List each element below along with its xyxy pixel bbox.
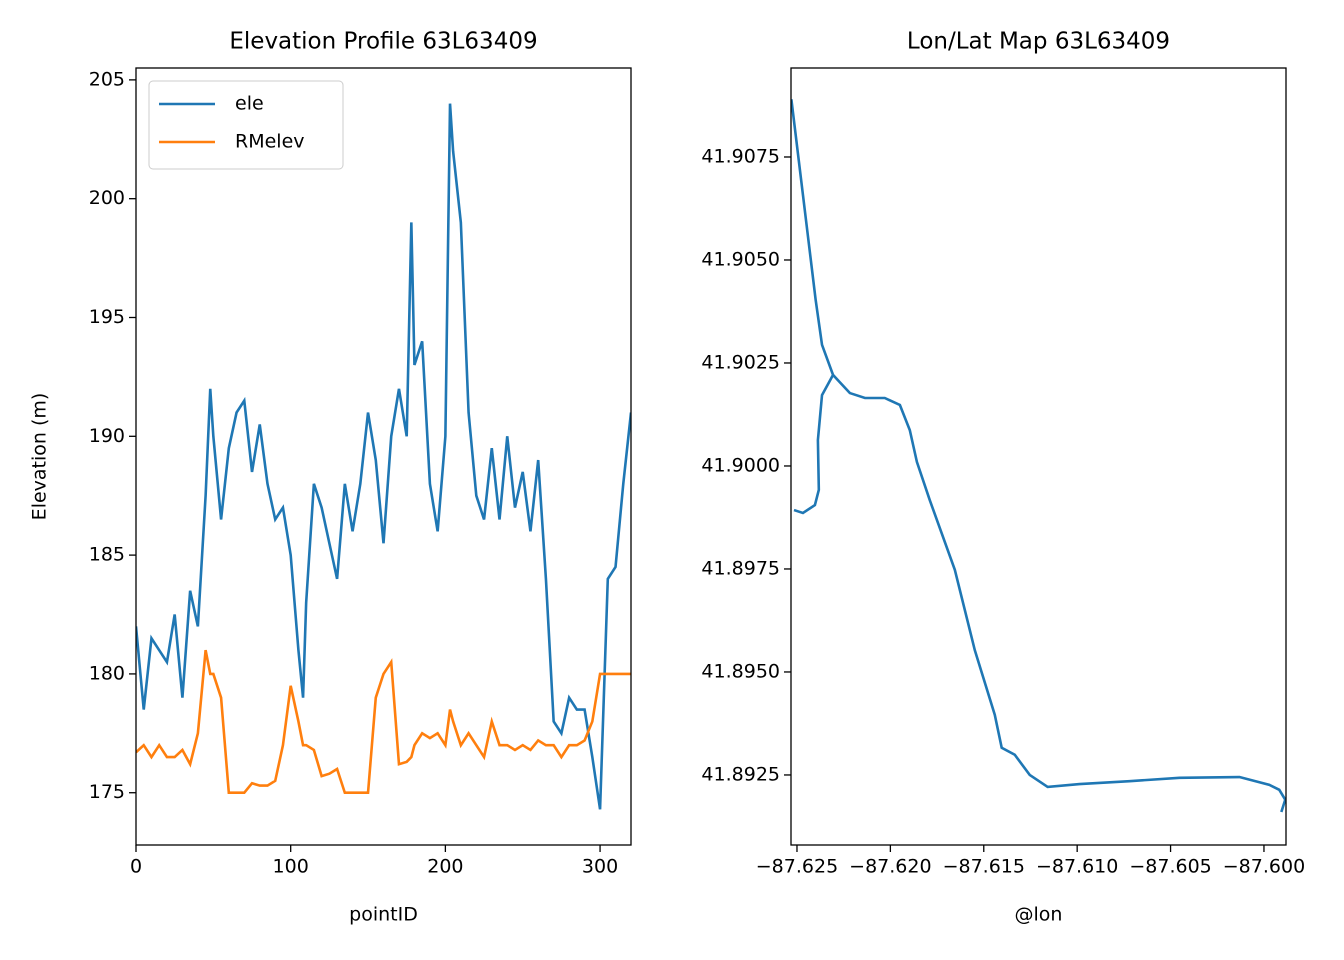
y-tick-label: 200 — [89, 187, 125, 209]
y-tick-label: 190 — [89, 425, 125, 447]
y-tick-label: 180 — [89, 662, 125, 684]
y-tick-label: 41.8925 — [701, 763, 780, 785]
y-tick-label: 195 — [89, 306, 125, 328]
y-tick-label: 41.9025 — [701, 351, 780, 373]
chart-title: Elevation Profile 63L63409 — [229, 29, 537, 55]
data-line — [791, 99, 1286, 813]
x-tick-label: 100 — [273, 856, 309, 878]
y-tick-label: 175 — [89, 781, 125, 803]
x-tick-label: −87.610 — [1036, 856, 1118, 878]
axes-frame — [790, 67, 1287, 846]
y-axis-label: Elevation (m) — [29, 393, 51, 521]
y-tick-label: 41.9050 — [701, 248, 780, 270]
x-tick-label: −87.615 — [943, 856, 1025, 878]
x-tick-label: −87.605 — [1129, 856, 1211, 878]
y-tick-label: 41.9000 — [701, 454, 780, 476]
legend-label: RMelev — [235, 131, 305, 153]
x-tick-label: −87.620 — [849, 856, 931, 878]
y-tick-label: 185 — [89, 544, 125, 566]
data-line — [136, 103, 631, 810]
x-axis-label: pointID — [349, 904, 418, 926]
data-line — [136, 649, 631, 795]
x-tick-label: −87.625 — [756, 856, 838, 878]
x-tick-label: 200 — [427, 856, 463, 878]
x-tick-label: −87.600 — [1223, 856, 1305, 878]
y-tick-label: 205 — [89, 68, 125, 90]
x-axis-label: @lon — [1015, 904, 1063, 926]
axes-frame — [135, 67, 632, 846]
y-tick-label: 41.9075 — [701, 145, 780, 167]
y-tick-label: 41.8975 — [701, 557, 780, 579]
legend-label: ele — [235, 93, 264, 115]
x-tick-label: 0 — [130, 856, 142, 878]
x-tick-label: 300 — [582, 856, 618, 878]
chart-title: Lon/Lat Map 63L63409 — [907, 29, 1170, 55]
y-tick-label: 41.8950 — [701, 660, 780, 682]
